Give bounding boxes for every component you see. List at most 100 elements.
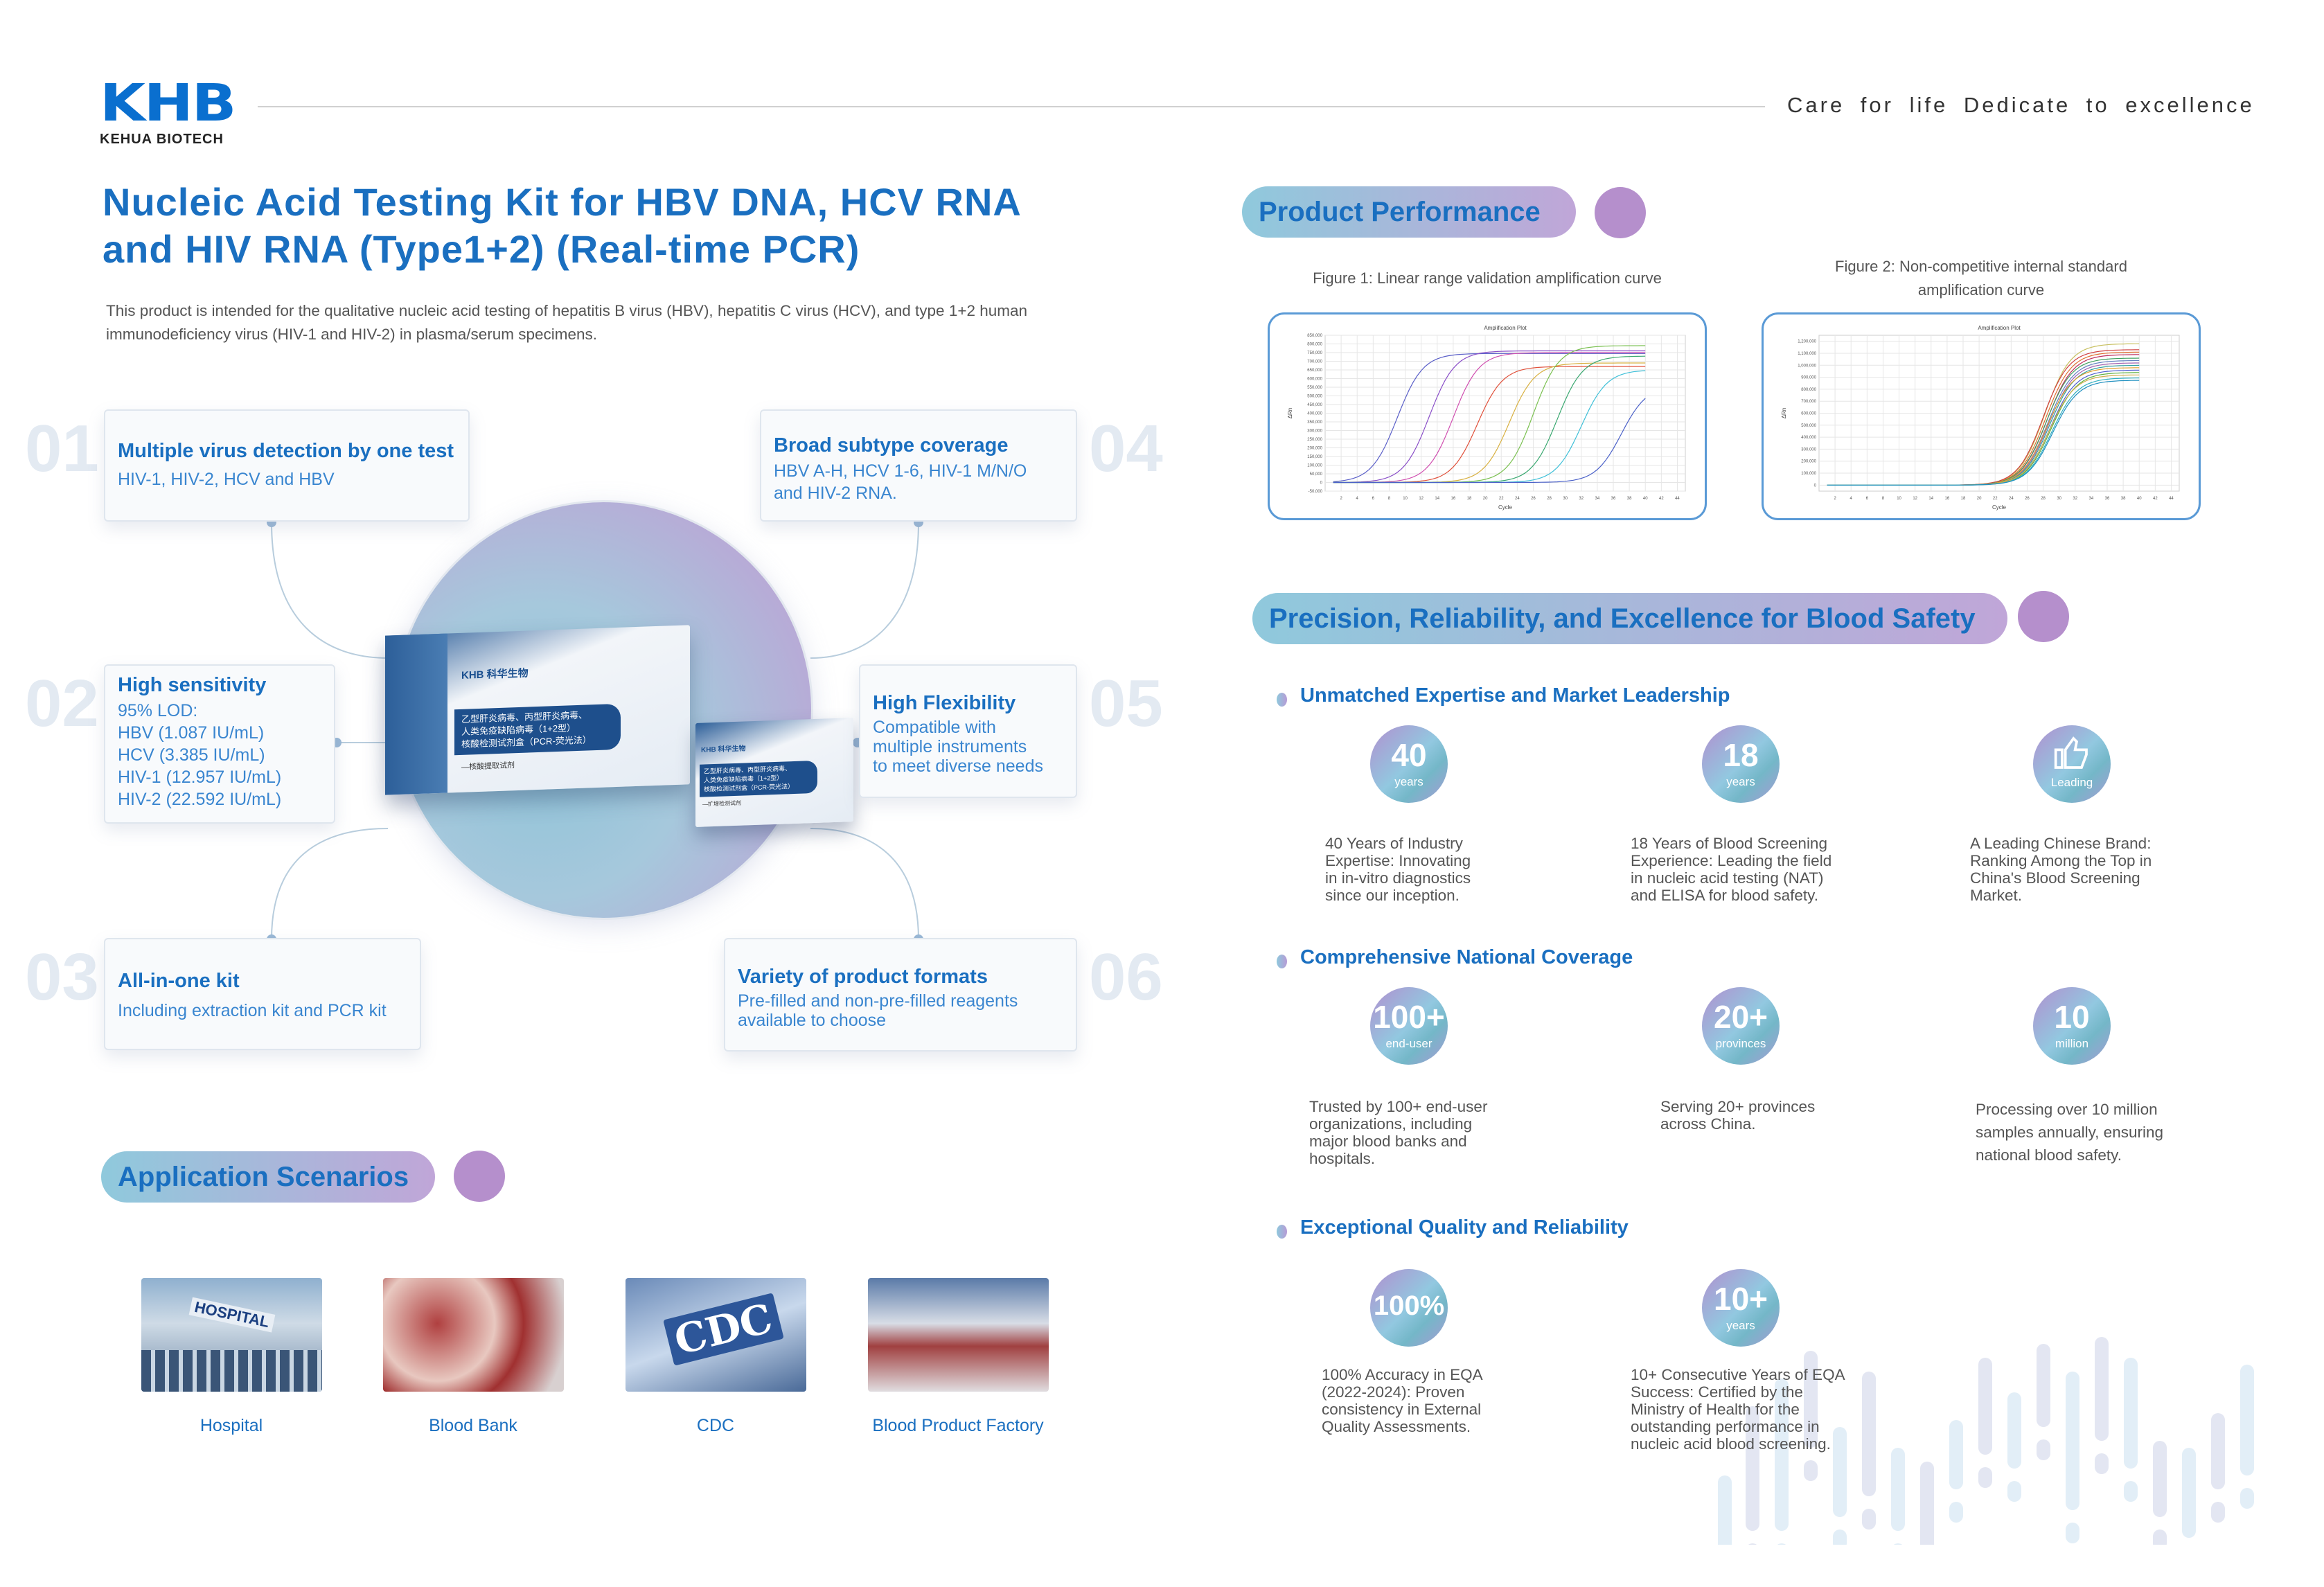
x-tick-label: 6 bbox=[1866, 497, 1869, 501]
section-heading: Comprehensive National Coverage bbox=[1300, 946, 1633, 968]
y-axis-label: ΔRn bbox=[1287, 408, 1293, 419]
decorative-bar bbox=[1894, 1543, 1902, 1545]
stat-badge: 20+ provinces bbox=[1702, 987, 1780, 1065]
x-tick-label: 6 bbox=[1372, 497, 1375, 501]
feature-card-02: High sensitivity 95% LOD: HBV (1.087 IU/… bbox=[104, 664, 335, 824]
decorative-bar bbox=[1891, 1448, 1905, 1531]
x-tick-label: 2 bbox=[1834, 497, 1836, 501]
decorative-bar bbox=[1978, 1467, 1992, 1488]
y-tick-label: 1,200,000 bbox=[1798, 340, 1816, 344]
y-tick-label: 100,000 bbox=[1801, 472, 1816, 476]
thumbs-up-icon bbox=[2054, 736, 2088, 769]
decorative-bar bbox=[2211, 1502, 2225, 1523]
x-tick-label: 28 bbox=[1547, 497, 1552, 501]
application-scenarios-heading: Application Scenarios bbox=[101, 1151, 435, 1203]
x-tick-label: 20 bbox=[1483, 497, 1488, 501]
stat-badge: 100+ end-user bbox=[1370, 987, 1448, 1065]
decorative-bar bbox=[2007, 1481, 2021, 1502]
product-performance-heading: Product Performance bbox=[1242, 186, 1576, 238]
decorative-bar bbox=[2124, 1358, 2138, 1469]
bullet-icon bbox=[1277, 955, 1287, 968]
decorative-bar bbox=[1920, 1462, 1934, 1545]
x-tick-label: 38 bbox=[2121, 497, 2126, 501]
stat-description: Serving 20+ provinces across China. bbox=[1660, 1098, 1816, 1133]
section-heading: Unmatched Expertise and Market Leadershi… bbox=[1300, 684, 1730, 707]
x-tick-label: 26 bbox=[2025, 497, 2030, 501]
scenario-label: CDC bbox=[696, 1416, 735, 1435]
x-tick-label: 26 bbox=[1531, 497, 1536, 501]
stat-description: 40 Years of Industry Expertise: Innovatin… bbox=[1325, 835, 1471, 904]
x-tick-label: 8 bbox=[1388, 497, 1391, 501]
hospital-image: HOSPITAL bbox=[141, 1278, 322, 1392]
stat-badge: 10 million bbox=[2033, 987, 2111, 1065]
blood-safety-heading: Precision, Reliability, and Excellence f… bbox=[1252, 593, 2007, 644]
feature-card-01: Multiple virus detection by one test HIV… bbox=[104, 409, 470, 522]
decorative-bar bbox=[2153, 1441, 2167, 1517]
y-tick-label: 600,000 bbox=[1801, 412, 1816, 416]
x-tick-label: 36 bbox=[2105, 497, 2110, 501]
x-tick-label: 44 bbox=[1675, 497, 1680, 501]
x-tick-label: 24 bbox=[1515, 497, 1520, 501]
figure-1-caption: Figure 1: Linear range validation amplif… bbox=[1313, 269, 1662, 287]
connector-line bbox=[810, 522, 919, 659]
decorative-bar bbox=[2095, 1337, 2109, 1441]
amplification-chart-2: 2 4 6 8 10 12 14 16 18 20 22 24 26 28 30 32 34 36 38 40 42 44… bbox=[1781, 325, 2180, 511]
y-tick-label: 100,000 bbox=[1307, 464, 1322, 468]
decorative-bar bbox=[1949, 1502, 1963, 1523]
stat-badge: 40 years bbox=[1370, 725, 1448, 803]
x-tick-label: 12 bbox=[1913, 497, 1917, 501]
decorative-bar bbox=[2240, 1488, 2254, 1509]
decorative-bar bbox=[2007, 1392, 2021, 1469]
stat-description: A Leading Chinese Brand: Ranking Among th… bbox=[1970, 835, 2152, 904]
scenario-label: Blood Product Factory bbox=[872, 1416, 1044, 1435]
cdc-image: CDC bbox=[626, 1278, 806, 1392]
bullet-icon bbox=[1277, 693, 1287, 707]
connector-line bbox=[271, 828, 389, 940]
x-tick-label: 32 bbox=[2073, 497, 2077, 501]
x-tick-label: 20 bbox=[1977, 497, 1982, 501]
chart-title: Amplification Plot bbox=[1978, 325, 2021, 331]
amplification-curve bbox=[1333, 352, 1646, 484]
decorative-bar bbox=[1862, 1509, 1876, 1530]
y-tick-label: 850,000 bbox=[1307, 334, 1322, 338]
decorative-bar bbox=[2066, 1523, 2079, 1543]
tagline: Care for life Dedicate to excellence bbox=[1787, 93, 2255, 117]
product-description: This product is intended for the qualita… bbox=[106, 302, 1028, 343]
x-tick-label: 18 bbox=[1961, 497, 1966, 501]
x-tick-label: 22 bbox=[1993, 497, 1998, 501]
x-tick-label: 34 bbox=[1595, 497, 1600, 501]
y-tick-label: 350,000 bbox=[1307, 420, 1322, 425]
logo: KHB KEHUA BIOTECH bbox=[100, 73, 236, 147]
x-tick-label: 14 bbox=[1435, 497, 1439, 501]
feature-card-04: Broad subtype coverage HBV A-H, HCV 1-6,… bbox=[760, 409, 1077, 522]
decorative-bar bbox=[1862, 1372, 1876, 1496]
x-tick-label: 10 bbox=[1897, 497, 1901, 501]
y-tick-label: 250,000 bbox=[1307, 438, 1322, 442]
decorative-bar bbox=[2037, 1344, 2050, 1427]
x-tick-label: 18 bbox=[1467, 497, 1472, 501]
product-box-small: KHB 科华生物 乙型肝炎病毒、丙型肝炎病毒、 人类免疫缺陷病毒（1+2型） 核… bbox=[695, 718, 853, 827]
figure-1-frame: 2 4 6 8 10 12 14 16 18 20 22 24 26 28 30 32 34 36 38 40 42 44… bbox=[1268, 312, 1707, 520]
x-tick-label: 32 bbox=[1579, 497, 1584, 501]
y-tick-label: 1,100,000 bbox=[1798, 352, 1816, 356]
y-tick-label: 800,000 bbox=[1801, 388, 1816, 392]
amplification-curve bbox=[1333, 353, 1646, 482]
decorative-bar bbox=[2211, 1413, 2225, 1489]
stat-badge: 10+ years bbox=[1702, 1269, 1780, 1347]
decorative-bar bbox=[1777, 1543, 1786, 1545]
y-tick-label: 500,000 bbox=[1801, 424, 1816, 428]
x-tick-label: 4 bbox=[1850, 497, 1853, 501]
decorative-circle bbox=[2018, 591, 2069, 642]
y-tick-label: 0 bbox=[1814, 484, 1817, 488]
blood-product-factory-image bbox=[868, 1278, 1049, 1392]
x-tick-label: 30 bbox=[2057, 497, 2061, 501]
y-tick-label: 500,000 bbox=[1307, 395, 1322, 399]
x-tick-label: 40 bbox=[2137, 497, 2142, 501]
connector-line bbox=[271, 522, 389, 659]
stat-description: 100% Accuracy in EQA (2022-2024): Proven c… bbox=[1322, 1366, 1483, 1435]
decorative-bar bbox=[1833, 1530, 1847, 1545]
stat-badge: Leading bbox=[2033, 725, 2111, 803]
x-tick-label: 36 bbox=[1611, 497, 1616, 501]
amplification-curve bbox=[1333, 350, 1646, 483]
y-tick-label: 400,000 bbox=[1307, 412, 1322, 416]
